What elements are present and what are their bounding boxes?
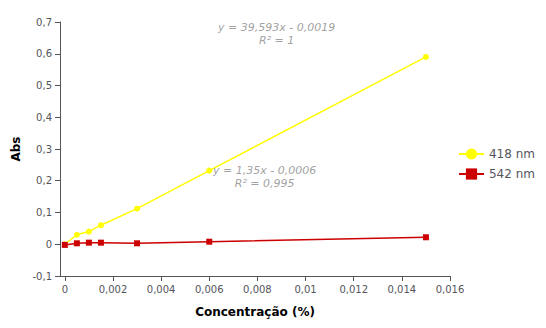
svg-text:0,2: 0,2: [36, 175, 52, 186]
svg-text:0,002: 0,002: [99, 284, 128, 295]
svg-text:0,01: 0,01: [294, 284, 316, 295]
svg-text:R² = 0,995: R² = 0,995: [235, 177, 295, 190]
svg-text:0,006: 0,006: [195, 284, 224, 295]
svg-text:542 nm: 542 nm: [489, 167, 535, 181]
svg-text:418 nm: 418 nm: [489, 147, 535, 161]
svg-text:0,4: 0,4: [36, 112, 52, 123]
svg-text:R² = 1: R² = 1: [259, 34, 294, 47]
svg-text:0,004: 0,004: [147, 284, 176, 295]
svg-text:Abs: Abs: [9, 136, 23, 161]
svg-text:0,014: 0,014: [388, 284, 417, 295]
svg-text:Concentração (%): Concentração (%): [195, 305, 315, 319]
svg-text:0,7: 0,7: [36, 17, 52, 28]
svg-text:0,016: 0,016: [436, 284, 465, 295]
svg-text:0,6: 0,6: [36, 48, 52, 59]
svg-text:0: 0: [62, 284, 68, 295]
svg-text:0,3: 0,3: [36, 144, 52, 155]
svg-text:0: 0: [46, 239, 52, 250]
svg-text:0,008: 0,008: [243, 284, 272, 295]
svg-text:y = 1,35x - 0,0006: y = 1,35x - 0,0006: [212, 164, 316, 177]
svg-text:0,1: 0,1: [36, 207, 52, 218]
svg-text:0,012: 0,012: [339, 284, 368, 295]
svg-text:y = 39,593x - 0,0019: y = 39,593x - 0,0019: [217, 21, 335, 34]
svg-text:-0,1: -0,1: [32, 271, 52, 282]
svg-text:0,5: 0,5: [36, 80, 52, 91]
